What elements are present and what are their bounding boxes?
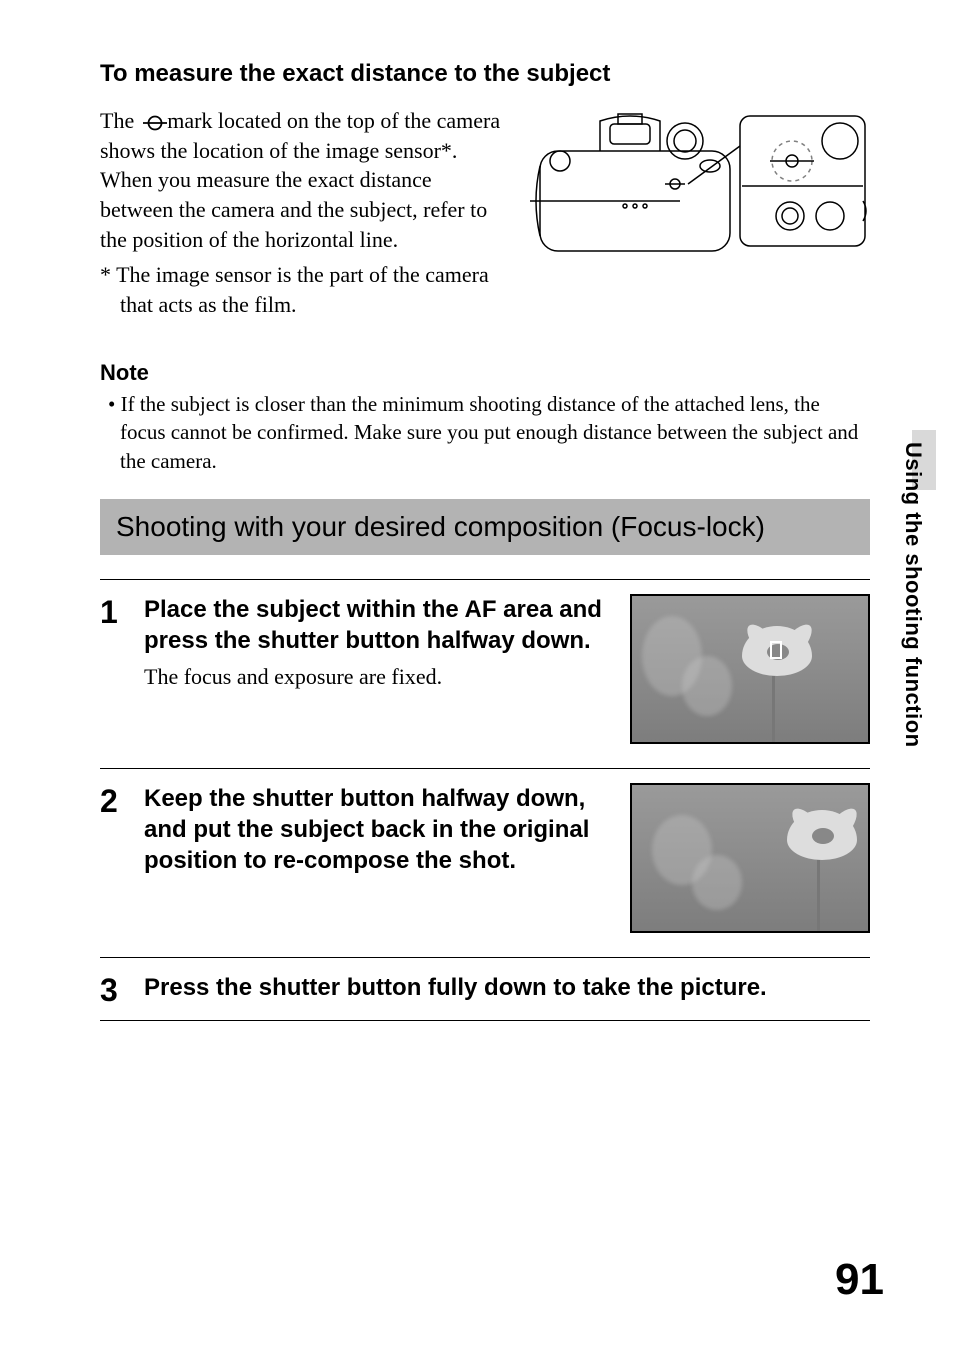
step-2-photo xyxy=(630,783,870,933)
section-title-bar: Shooting with your desired composition (… xyxy=(100,499,870,555)
step-2-text: Keep the shutter button halfway down, an… xyxy=(144,783,610,933)
step-2-image xyxy=(630,783,870,933)
measure-heading: To measure the exact distance to the sub… xyxy=(100,60,870,88)
step-3: 3 Press the shutter button fully down to… xyxy=(100,957,870,1021)
step-1: 1 Place the subject within the AF area a… xyxy=(100,579,870,744)
content-area: To measure the exact distance to the sub… xyxy=(100,60,870,1021)
step-3-title: Press the shutter button fully down to t… xyxy=(144,972,870,1003)
note-heading: Note xyxy=(100,360,870,386)
measure-footnote: * The image sensor is the part of the ca… xyxy=(100,260,510,319)
step-1-title: Place the subject within the AF area and… xyxy=(144,594,610,656)
note-body: • If the subject is closer than the mini… xyxy=(100,390,870,475)
step-2: 2 Keep the shutter button halfway down, … xyxy=(100,768,870,933)
step-2-number: 2 xyxy=(100,785,124,933)
page-number: 91 xyxy=(835,1255,884,1305)
sensor-mark-icon xyxy=(142,110,168,140)
step-3-text: Press the shutter button fully down to t… xyxy=(144,972,870,1006)
step-2-title: Keep the shutter button halfway down, an… xyxy=(144,783,610,877)
side-tab: Using the shooting function xyxy=(900,430,936,1050)
side-tab-label: Using the shooting function xyxy=(900,442,926,748)
step-1-text: Place the subject within the AF area and… xyxy=(144,594,610,744)
measure-text-column: The mark located on the top of the camer… xyxy=(100,106,510,320)
step-3-number: 3 xyxy=(100,974,124,1006)
step-1-image xyxy=(630,594,870,744)
manual-page: Using the shooting function To measure t… xyxy=(0,0,954,1345)
step-1-photo xyxy=(630,594,870,744)
step-1-number: 1 xyxy=(100,596,124,744)
measure-row: The mark located on the top of the camer… xyxy=(100,106,870,320)
camera-diagram xyxy=(530,106,870,286)
measure-body: The mark located on the top of the camer… xyxy=(100,106,510,254)
step-1-desc: The focus and exposure are fixed. xyxy=(144,664,610,690)
